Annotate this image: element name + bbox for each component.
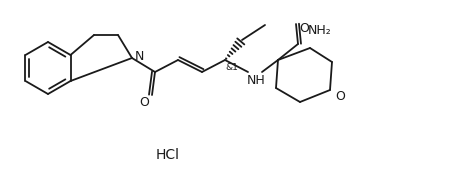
- Text: NH₂: NH₂: [308, 24, 332, 36]
- Text: &1: &1: [225, 64, 238, 73]
- Text: O: O: [139, 96, 149, 109]
- Text: O: O: [335, 89, 345, 102]
- Text: O: O: [299, 21, 309, 35]
- Text: NH: NH: [247, 74, 265, 86]
- Text: N: N: [134, 51, 144, 64]
- Text: HCl: HCl: [156, 148, 180, 162]
